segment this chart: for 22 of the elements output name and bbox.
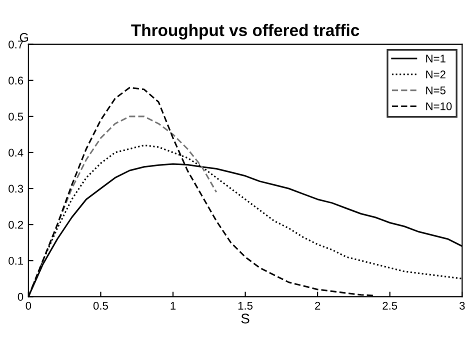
legend-label: N=1: [426, 54, 446, 62]
y-tick-label: 0.5: [8, 112, 24, 121]
x-tick-label: 2: [315, 302, 320, 310]
legend-label: N=5: [426, 86, 446, 94]
x-tick-label: 3: [459, 302, 465, 310]
x-tick-label: 0: [26, 302, 32, 310]
y-tick-label: 0.4: [8, 148, 24, 157]
y-tick-label: 0.7: [8, 40, 24, 48]
legend-label: N=2: [426, 70, 446, 78]
y-tick-label: 0.3: [8, 184, 24, 193]
x-axis-title: S: [241, 314, 250, 324]
y-tick-label: 0.1: [8, 256, 24, 265]
x-tick-label: 0.5: [93, 302, 108, 310]
legend-label: N=10: [426, 102, 452, 110]
x-tick-label: 2.5: [382, 302, 398, 310]
y-tick-label: 0.6: [8, 76, 24, 85]
y-tick-label: 0.2: [8, 220, 24, 229]
y-tick-label: 0: [18, 292, 24, 301]
chart-title: Throughput vs offered traffic: [131, 24, 360, 40]
x-tick-label: 1.5: [238, 302, 253, 310]
x-tick-label: 1: [170, 302, 176, 310]
y-axis-title: G: [20, 33, 28, 42]
